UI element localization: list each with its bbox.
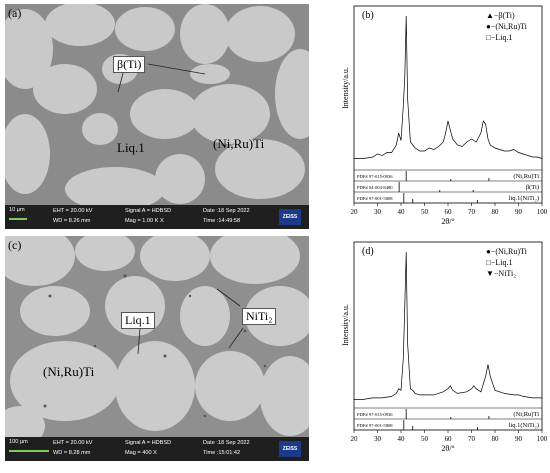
x-axis-label: 2θ/° <box>441 217 454 226</box>
x-tick-label: 20 <box>351 435 359 443</box>
info-bar-c: 100 µm EHT = 20.00 kV WD = 8.28 mm Signa… <box>5 437 309 461</box>
x-tick-label: 50 <box>421 208 429 216</box>
x-tick-label: 40 <box>398 435 406 443</box>
sem-grains-c <box>5 236 309 437</box>
eht-c: EHT = 20.00 kV <box>53 440 93 446</box>
date-c: Date :18 Sep 2022 <box>203 440 250 446</box>
xrd-chart-b: Intensity/a.u. (b) ▲−β(Ti) ●−(Ni,Ru)Ti □−Liq… <box>341 5 548 226</box>
x-tick-label: 80 <box>492 435 500 443</box>
scale-bar-a <box>9 218 27 220</box>
info-bar-a: 10 µm EHT = 20.00 kV WD = 8.26 mm Signal… <box>5 205 309 229</box>
legend-entry: ●−(Ni,Ru)Ti <box>486 22 528 31</box>
x-tick-label: 70 <box>468 435 476 443</box>
label-beta-ti-a: β(Ti) <box>113 56 146 73</box>
x-tick-label: 30 <box>374 208 382 216</box>
pdf-phase: liq.1(NiTi₂) <box>509 422 539 429</box>
xrd-trace <box>354 251 542 400</box>
eht-a: EHT = 20.00 kV <box>53 208 93 214</box>
panel-letter: (d) <box>362 246 374 257</box>
panel-c: Liq.1 NiTi₂ (Ni,Ru)Ti (c) 100 µm EHT = 2… <box>0 236 312 468</box>
label-niti2-c: NiTi₂ <box>242 308 277 325</box>
legend-entry: □−Liq.1 <box>486 33 512 42</box>
scale-label-a: 10 µm <box>9 207 25 213</box>
sem-grains-a <box>5 4 309 205</box>
x-tick-label: 90 <box>515 435 523 443</box>
mag-a: Mag = 1.00 K X <box>125 218 164 224</box>
x-axis-label: 2θ/° <box>441 444 454 453</box>
panel-letter-c: (c) <box>8 238 22 252</box>
time-a: Time :14:49:58 <box>203 218 241 224</box>
pdf-number: PDF# 97-001-5808 <box>357 196 393 201</box>
x-tick-label: 50 <box>421 435 429 443</box>
mag-c: Mag = 400 X <box>125 450 157 456</box>
pdf-phase: liq.1(NiTi₂) <box>509 195 539 202</box>
pdf-number: PDF# 97-015-0936 <box>357 174 393 179</box>
scale-bar-c <box>9 450 49 452</box>
pdf-phase: β(Ti) <box>526 184 539 191</box>
x-tick-label: 70 <box>468 208 476 216</box>
zeiss-logo-c: ZEISS <box>279 441 301 457</box>
legend-entry: ▲−β(Ti) <box>486 11 515 20</box>
zeiss-logo-a: ZEISS <box>279 209 301 225</box>
wd-c: WD = 8.28 mm <box>53 450 91 456</box>
panel-letter-a: (a) <box>8 6 22 20</box>
x-tick-label: 80 <box>492 208 500 216</box>
chart-b: Intensity/a.u. (b) ▲−β(Ti) ●−(Ni,Ru)Ti □−Liq… <box>312 0 550 232</box>
x-tick-label: 100 <box>537 435 548 443</box>
pdf-number: PDF# 04-004-8480 <box>357 185 393 190</box>
date-a: Date :18 Sep 2022 <box>203 208 250 214</box>
x-tick-label: 90 <box>515 208 523 216</box>
x-tick-label: 60 <box>445 435 453 443</box>
signal-c: Signal A = HDBSD <box>125 440 172 446</box>
y-axis-label: Intensity/a.u. <box>341 304 350 346</box>
y-axis-label: Intensity/a.u. <box>341 67 350 109</box>
label-niruti-c: (Ni,Ru)Ti <box>43 364 95 379</box>
wd-a: WD = 8.26 mm <box>53 218 91 224</box>
label-liq1-a: Liq.1 <box>117 140 145 155</box>
sem-image-a: β(Ti) Liq.1 (Ni,Ru)Ti (a) <box>5 4 309 205</box>
pdf-number: PDF# 97-001-5808 <box>357 423 393 428</box>
panel-letter: (b) <box>362 10 374 21</box>
chart-d: Intensity/a.u. (d) ●−(Ni,Ru)Ti □−Liq.1 ▼−NiT… <box>312 236 550 468</box>
legend-entry: □−Liq.1 <box>486 258 512 267</box>
legend-entry: ▼−NiTi₂ <box>486 269 516 278</box>
label-niruti-a: (Ni,Ru)Ti <box>213 136 265 151</box>
x-tick-label: 60 <box>445 208 453 216</box>
label-liq1-c: Liq.1 <box>121 312 155 329</box>
xrd-trace <box>354 15 543 159</box>
sem-image-c: Liq.1 NiTi₂ (Ni,Ru)Ti (c) <box>5 236 309 437</box>
panel-a: β(Ti) Liq.1 (Ni,Ru)Ti (a) 10 µm EHT = 20… <box>0 0 312 232</box>
pdf-phase: (Ni,Ru)Ti <box>513 173 539 180</box>
scale-label-c: 100 µm <box>9 439 28 445</box>
xrd-chart-d: Intensity/a.u. (d) ●−(Ni,Ru)Ti □−Liq.1 ▼−NiT… <box>341 241 548 453</box>
pdf-number: PDF# 97-015-0936 <box>357 412 393 417</box>
x-tick-label: 30 <box>374 435 382 443</box>
signal-a: Signal A = HDBSD <box>125 208 172 214</box>
time-c: Time :15:01:42 <box>203 450 241 456</box>
legend-entry: ●−(Ni,Ru)Ti <box>486 247 528 256</box>
pdf-phase: (Ni,Ru)Ti <box>513 411 539 418</box>
x-tick-label: 40 <box>398 208 406 216</box>
x-tick-label: 100 <box>537 208 548 216</box>
x-tick-label: 20 <box>351 208 359 216</box>
